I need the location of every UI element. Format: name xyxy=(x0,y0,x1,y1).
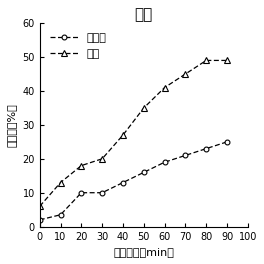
未辐射 xyxy=(38,218,41,221)
未辐射 xyxy=(121,181,125,184)
辐射 xyxy=(225,59,229,62)
Legend: 未辐射, 辐射: 未辐射, 辐射 xyxy=(45,29,111,63)
Line: 辐射: 辐射 xyxy=(37,58,230,209)
未辐射 xyxy=(163,161,166,164)
未辐射 xyxy=(225,140,229,143)
Title: 牛肉: 牛肉 xyxy=(135,7,153,22)
辐射 xyxy=(142,106,145,110)
未辐射 xyxy=(205,147,208,150)
辐射 xyxy=(59,181,62,184)
Line: 未辐射: 未辐射 xyxy=(37,139,229,222)
Y-axis label: 水解度（%）: 水解度（%） xyxy=(7,103,17,147)
辐射 xyxy=(121,134,125,137)
未辐射 xyxy=(59,213,62,216)
未辐射 xyxy=(101,191,104,194)
辐射 xyxy=(101,157,104,161)
辐射 xyxy=(184,72,187,76)
辐射 xyxy=(205,59,208,62)
未辐射 xyxy=(80,191,83,194)
未辐射 xyxy=(142,171,145,174)
辐射 xyxy=(38,205,41,208)
辐射 xyxy=(80,164,83,167)
辐射 xyxy=(163,86,166,89)
X-axis label: 酶解时间（min）: 酶解时间（min） xyxy=(113,247,174,257)
未辐射 xyxy=(184,154,187,157)
